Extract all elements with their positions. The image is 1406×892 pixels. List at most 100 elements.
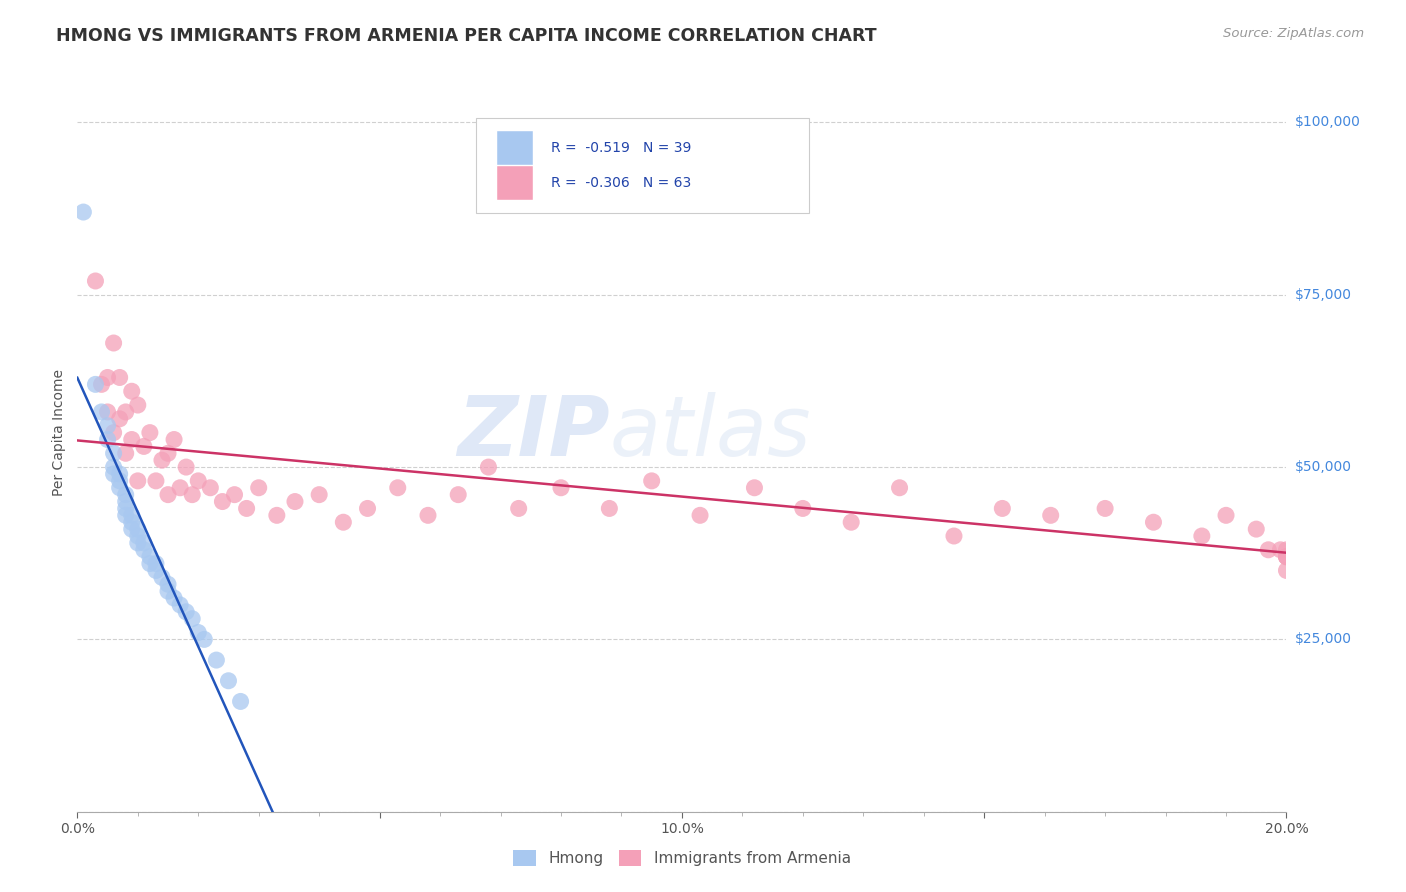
Point xyxy=(598,501,620,516)
Point xyxy=(108,412,131,426)
Point xyxy=(792,501,814,516)
Point xyxy=(689,508,711,523)
Text: Source: ZipAtlas.com: Source: ZipAtlas.com xyxy=(1223,27,1364,40)
Point xyxy=(181,488,204,502)
Point xyxy=(1246,522,1268,536)
Point xyxy=(1094,501,1116,516)
Point xyxy=(127,474,149,488)
Point xyxy=(114,488,136,502)
Point xyxy=(132,536,155,550)
Point xyxy=(90,377,112,392)
Point xyxy=(839,515,862,529)
Point xyxy=(139,549,162,564)
Point xyxy=(72,205,94,219)
Point xyxy=(416,508,439,523)
Text: R =  -0.519   N = 39: R = -0.519 N = 39 xyxy=(551,141,692,155)
Point xyxy=(169,481,191,495)
Point xyxy=(145,474,167,488)
Point xyxy=(157,584,180,599)
Point xyxy=(942,529,965,543)
Point xyxy=(114,501,136,516)
Point xyxy=(114,508,136,523)
Point xyxy=(90,405,112,419)
Point xyxy=(1039,508,1062,523)
Point xyxy=(211,494,233,508)
Point xyxy=(1275,549,1298,564)
Point xyxy=(550,481,572,495)
Point xyxy=(103,425,125,440)
Point xyxy=(1275,542,1298,557)
FancyBboxPatch shape xyxy=(496,131,533,165)
Y-axis label: Per Capita Income: Per Capita Income xyxy=(52,369,66,496)
Point xyxy=(266,508,288,523)
Point xyxy=(284,494,307,508)
Point xyxy=(127,522,149,536)
Point xyxy=(477,460,499,475)
Point xyxy=(132,439,155,453)
Point xyxy=(1275,549,1298,564)
Point xyxy=(744,481,766,495)
Point xyxy=(96,370,118,384)
Point xyxy=(103,336,125,351)
Point xyxy=(96,433,118,447)
Point xyxy=(121,515,143,529)
Point xyxy=(174,460,197,475)
Point xyxy=(139,557,162,571)
Point xyxy=(247,481,270,495)
Point xyxy=(108,474,131,488)
Point xyxy=(127,398,149,412)
Point xyxy=(991,501,1014,516)
Text: $75,000: $75,000 xyxy=(1295,288,1351,301)
Point xyxy=(108,370,131,384)
Point xyxy=(181,612,204,626)
Point xyxy=(447,488,470,502)
Point xyxy=(163,591,186,605)
Point xyxy=(121,433,143,447)
Text: ZIP: ZIP xyxy=(457,392,609,473)
Point xyxy=(108,481,131,495)
Point xyxy=(150,570,173,584)
Point xyxy=(332,515,354,529)
Point xyxy=(889,481,911,495)
Point xyxy=(121,384,143,399)
FancyBboxPatch shape xyxy=(477,118,808,213)
Point xyxy=(1215,508,1237,523)
Point xyxy=(121,508,143,523)
Point xyxy=(1142,515,1164,529)
Point xyxy=(193,632,215,647)
Point xyxy=(139,425,162,440)
Text: R =  -0.306   N = 63: R = -0.306 N = 63 xyxy=(551,176,692,190)
Point xyxy=(218,673,240,688)
Point xyxy=(1257,542,1279,557)
Text: atlas: atlas xyxy=(609,392,811,473)
Point xyxy=(641,474,664,488)
Text: $50,000: $50,000 xyxy=(1295,460,1351,474)
Point xyxy=(187,625,209,640)
Point xyxy=(150,453,173,467)
Legend: Hmong, Immigrants from Armenia: Hmong, Immigrants from Armenia xyxy=(508,844,856,872)
Point xyxy=(84,377,107,392)
Point xyxy=(114,494,136,508)
Point xyxy=(1191,529,1213,543)
Point xyxy=(132,542,155,557)
Point xyxy=(114,446,136,460)
Text: HMONG VS IMMIGRANTS FROM ARMENIA PER CAPITA INCOME CORRELATION CHART: HMONG VS IMMIGRANTS FROM ARMENIA PER CAP… xyxy=(56,27,877,45)
Point xyxy=(145,564,167,578)
Point xyxy=(308,488,330,502)
Point xyxy=(356,501,378,516)
Point xyxy=(169,598,191,612)
Point xyxy=(145,557,167,571)
Text: $100,000: $100,000 xyxy=(1295,115,1361,129)
Point xyxy=(229,694,252,708)
Point xyxy=(187,474,209,488)
Point xyxy=(387,481,409,495)
Point xyxy=(108,467,131,481)
Point xyxy=(103,460,125,475)
Point xyxy=(96,405,118,419)
Point xyxy=(127,529,149,543)
Point xyxy=(103,467,125,481)
Text: $25,000: $25,000 xyxy=(1295,632,1351,647)
Point xyxy=(157,488,180,502)
Point xyxy=(235,501,257,516)
Point xyxy=(121,522,143,536)
